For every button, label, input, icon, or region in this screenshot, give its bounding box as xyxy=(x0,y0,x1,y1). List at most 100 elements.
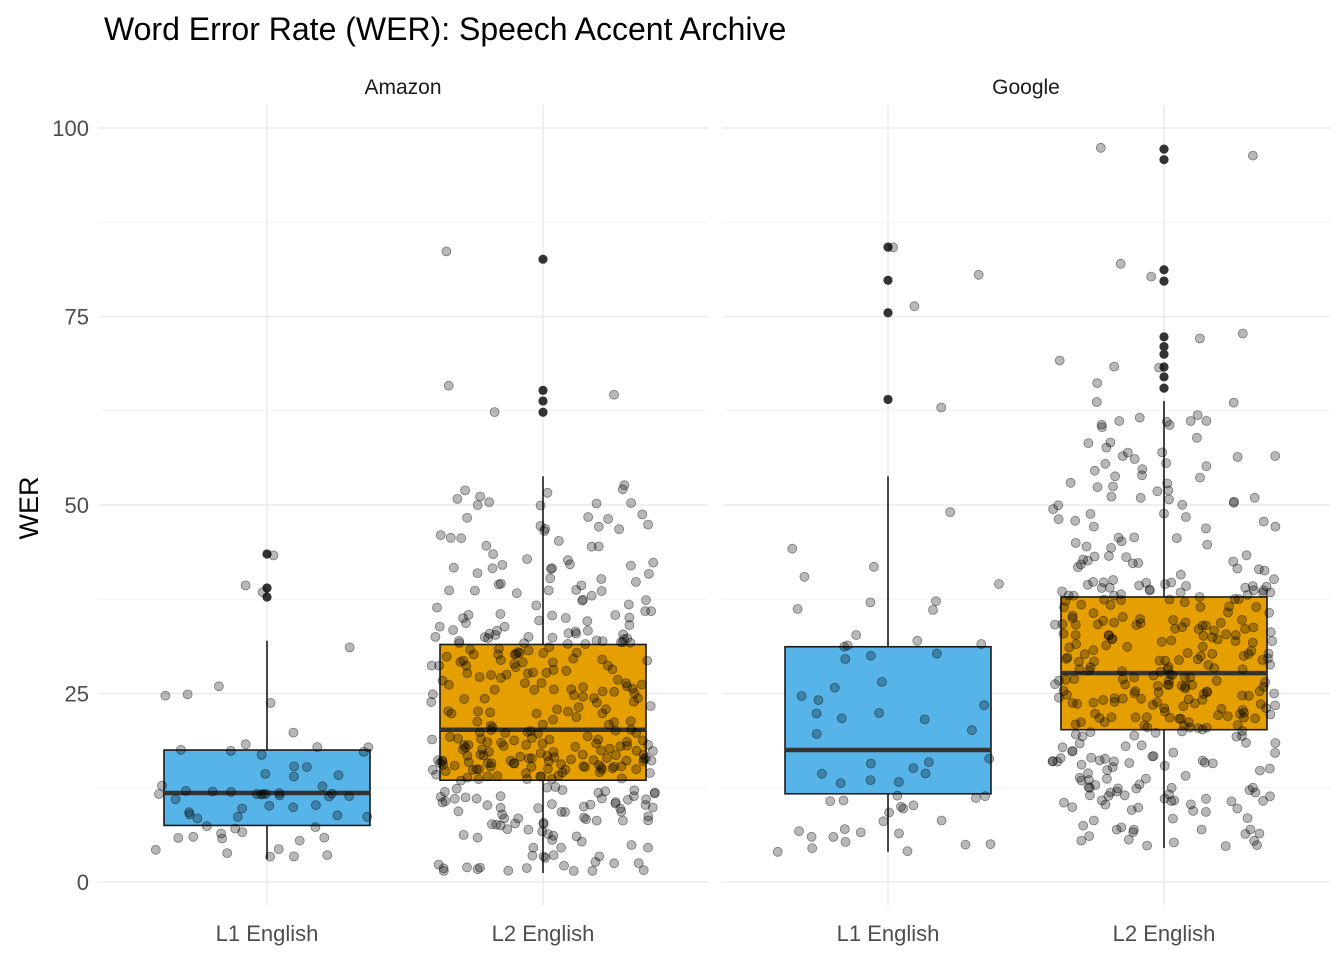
jitter-point xyxy=(1164,789,1174,800)
jitter-point xyxy=(1118,674,1128,684)
jitter-point xyxy=(510,662,521,673)
jitter-point xyxy=(539,526,550,536)
jitter-point xyxy=(213,681,224,692)
jitter-point xyxy=(523,632,534,642)
jitter-point xyxy=(547,799,557,809)
jitter-point xyxy=(434,621,445,632)
jitter-point xyxy=(471,764,482,775)
jitter-point xyxy=(908,800,919,811)
jitter-point xyxy=(609,389,619,400)
jitter-point xyxy=(1083,768,1093,779)
jitter-point xyxy=(491,819,502,830)
outlier-point xyxy=(883,275,893,285)
jitter-point xyxy=(1067,746,1078,757)
jitter-point xyxy=(629,791,639,801)
jitter-point xyxy=(481,540,492,551)
jitter-point xyxy=(1127,558,1138,569)
jitter-point xyxy=(1067,610,1078,621)
jitter-point xyxy=(1166,635,1177,646)
jitter-point xyxy=(877,677,887,687)
jitter-point xyxy=(1148,751,1159,761)
jitter-point xyxy=(1160,579,1171,589)
jitter-point xyxy=(265,851,276,862)
jitter-point xyxy=(1269,574,1279,585)
jitter-point xyxy=(1248,782,1258,793)
jitter-point xyxy=(1081,541,1092,552)
jitter-point xyxy=(483,633,494,643)
jitter-point xyxy=(855,827,866,838)
jitter-point xyxy=(973,269,984,280)
jitter-point xyxy=(1084,665,1094,676)
jitter-point xyxy=(1076,759,1087,770)
jitter-point xyxy=(835,778,846,789)
jitter-point xyxy=(1220,841,1231,851)
jitter-point xyxy=(493,643,504,654)
jitter-point xyxy=(469,585,480,596)
jitter-point xyxy=(547,657,558,668)
jitter-point xyxy=(625,716,636,726)
jitter-point xyxy=(594,760,604,770)
jitter-point xyxy=(1248,150,1258,161)
jitter-point xyxy=(468,649,479,660)
jitter-point xyxy=(1229,496,1239,507)
jitter-point xyxy=(596,586,607,596)
jitter-point xyxy=(924,757,934,767)
jitter-point xyxy=(544,642,555,653)
jitter-point xyxy=(534,615,544,626)
jitter-point xyxy=(438,760,449,770)
jitter-point xyxy=(509,758,520,769)
jitter-point xyxy=(467,765,478,775)
jitter-point xyxy=(486,670,496,680)
jitter-point xyxy=(1159,760,1170,771)
jitter-point xyxy=(487,722,498,733)
jitter-point xyxy=(596,574,607,584)
jitter-point xyxy=(1141,578,1152,588)
jitter-point xyxy=(486,758,497,768)
jitter-point xyxy=(449,793,460,804)
jitter-point xyxy=(1207,758,1218,769)
jitter-point xyxy=(560,764,571,775)
outlier-point xyxy=(1159,265,1169,275)
jitter-point xyxy=(1142,722,1153,733)
jitter-point xyxy=(578,682,589,692)
jitter-point xyxy=(509,735,520,746)
jitter-point xyxy=(610,798,621,809)
jitter-point xyxy=(1182,648,1193,658)
outlier-point xyxy=(538,407,548,417)
jitter-point xyxy=(542,487,553,498)
jitter-point xyxy=(1109,617,1119,628)
jitter-point xyxy=(1265,791,1275,802)
jitter-point xyxy=(485,761,496,772)
jitter-point xyxy=(579,812,589,823)
jitter-point xyxy=(597,654,608,665)
jitter-point xyxy=(1239,707,1249,718)
jitter-point xyxy=(1201,807,1211,817)
jitter-point xyxy=(544,734,555,745)
jitter-point xyxy=(1192,432,1202,443)
jitter-point xyxy=(1231,731,1242,742)
jitter-point xyxy=(529,684,540,695)
jitter-point xyxy=(1181,512,1191,522)
jitter-point xyxy=(1150,727,1161,738)
jitter-point xyxy=(1160,706,1170,717)
jitter-point xyxy=(1070,719,1081,730)
jitter-point xyxy=(1197,641,1208,652)
jitter-point xyxy=(1139,720,1150,731)
jitter-point xyxy=(610,797,621,807)
jitter-point xyxy=(578,594,588,605)
jitter-point xyxy=(505,755,516,766)
jitter-point xyxy=(472,716,483,727)
jitter-point xyxy=(1085,790,1095,801)
jitter-point xyxy=(1096,419,1107,430)
jitter-point xyxy=(1071,729,1081,740)
jitter-point xyxy=(547,563,557,574)
jitter-point xyxy=(1167,670,1178,681)
jitter-point xyxy=(571,647,582,658)
jitter-point xyxy=(535,748,546,758)
jitter-point xyxy=(648,557,659,568)
jitter-point xyxy=(593,787,604,798)
jitter-point xyxy=(1054,692,1064,703)
jitter-point xyxy=(502,824,513,834)
jitter-point xyxy=(154,789,164,799)
jitter-point xyxy=(1164,494,1174,505)
